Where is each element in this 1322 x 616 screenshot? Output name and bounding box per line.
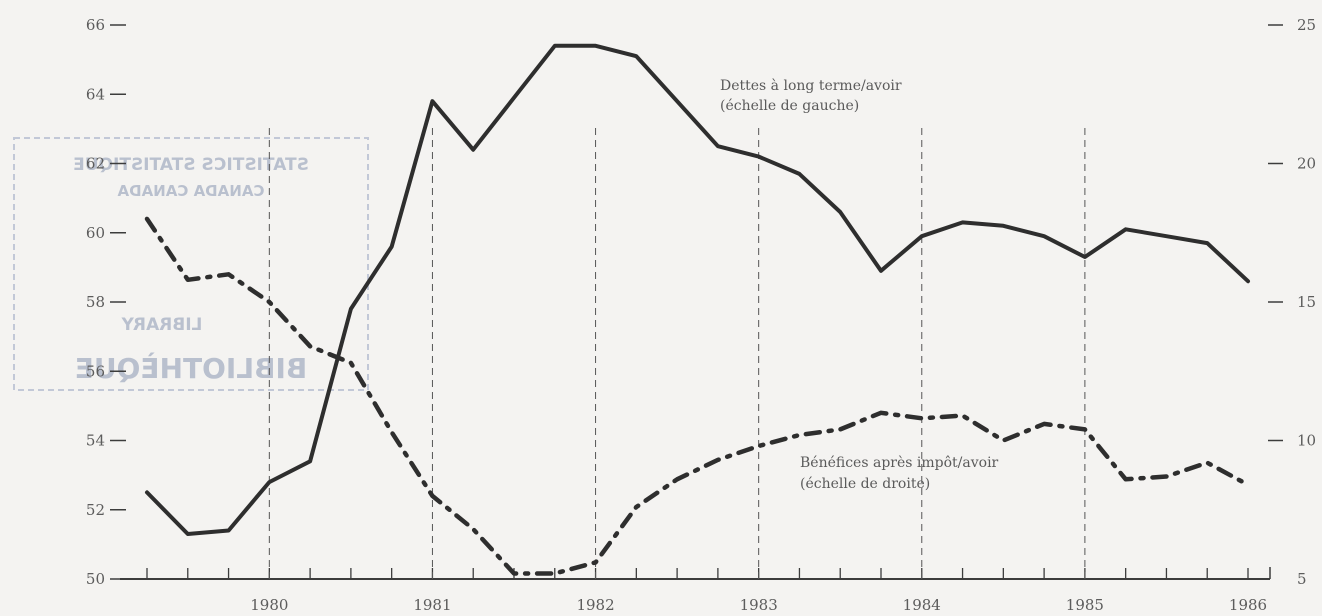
series-1-sublabel: (échelle de gauche) — [720, 98, 859, 114]
left-axis-tick-label: 54 — [86, 432, 105, 450]
left-axis-tick-label: 52 — [86, 501, 105, 519]
right-axis-tick-label: 10 — [1297, 432, 1316, 450]
series-layer — [144, 43, 1251, 576]
right-axis-tick-label: 15 — [1297, 293, 1316, 311]
x-tick-label: 1985 — [1066, 596, 1104, 614]
left-axis-tick-label: 58 — [86, 293, 105, 311]
right-axis-tick-label: 5 — [1297, 570, 1307, 588]
stamp-border — [13, 137, 369, 391]
stamp-line-2: CANADA CANADA — [117, 182, 264, 200]
left-axis-tick-label: 66 — [86, 16, 105, 34]
series-2-sublabel: (échelle de droite) — [800, 476, 930, 492]
right-axis-tick-label: 25 — [1297, 16, 1316, 34]
quarter-markers — [268, 128, 1086, 579]
x-tick-label: 1980 — [250, 596, 288, 614]
stamp-line-1: STATISTICS STATISTIQUE — [73, 155, 309, 175]
left-axis-tick-label: 56 — [86, 362, 105, 380]
series-2-label: Bénéfices après impôt/avoir — [800, 455, 999, 471]
series-debt-equity-line — [145, 43, 1250, 536]
stamp-line-4: BIBLIOTHÈQUE — [75, 351, 308, 385]
right-axis-tick-label: 20 — [1297, 155, 1316, 173]
left-axis-tick-label: 60 — [86, 224, 105, 242]
x-tick-label: 1982 — [576, 596, 614, 614]
axes: 50 52 54 56 58 60 62 64 66 5 10 15 20 25 1980 1981 1982 1… — [86, 16, 1316, 614]
left-axis-tick-label: 64 — [86, 85, 105, 103]
x-tick-label: 1983 — [740, 596, 778, 614]
left-axis-tick-label: 50 — [86, 570, 105, 588]
x-tick-label: 1986 — [1229, 596, 1267, 614]
library-stamp: STATISTICS STATISTIQUE CANADA CANADA LIB… — [13, 137, 369, 391]
series-profit-equity-line — [144, 216, 1251, 576]
x-tick-label: 1984 — [903, 596, 941, 614]
stamp-line-3: LIBRARY — [121, 315, 203, 335]
left-axis-tick-label: 62 — [86, 155, 105, 173]
x-tick-label: 1981 — [413, 596, 451, 614]
series-1-label: Dettes à long terme/avoir — [720, 77, 902, 94]
